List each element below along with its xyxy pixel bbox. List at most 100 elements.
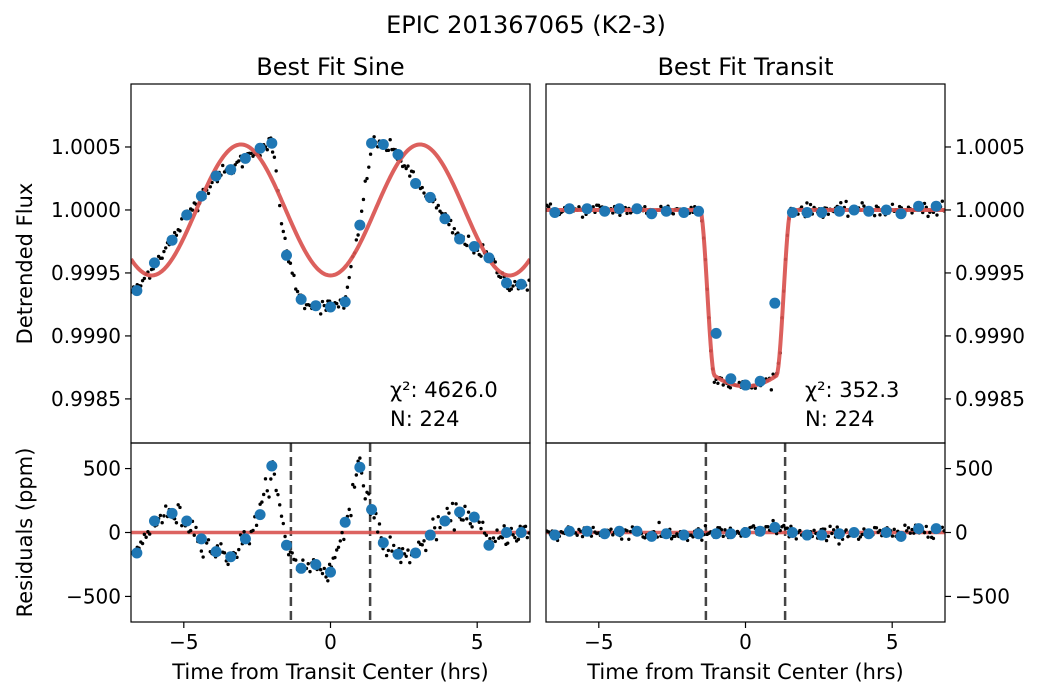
sine-flux-raw-point [349, 264, 353, 269]
transit-resid-raw-point [751, 524, 756, 528]
sine-flux-raw-point [279, 222, 284, 226]
transit-flux-raw-point [808, 202, 813, 207]
sine-resid-raw-point [516, 537, 521, 542]
transit-flux-raw-point [940, 199, 945, 203]
transit-resid-binned-point [725, 528, 737, 540]
sine-resid-raw-point [219, 542, 223, 546]
sine-flux-raw-point [302, 306, 307, 311]
sine-flux-raw-point [249, 151, 253, 156]
sine-resid-raw-point [188, 528, 193, 533]
transit-resid-binned-point [599, 528, 611, 540]
sine-resid-binned-point [468, 511, 480, 523]
sine-flux-binned-point [280, 249, 292, 261]
transit-flux-raw-point [548, 202, 553, 206]
sine-resid-raw-point [438, 525, 442, 530]
sine-resid-raw-point [338, 539, 342, 543]
sine-flux-binned-point [515, 278, 527, 290]
transit-flux-raw-points [546, 199, 945, 392]
sine-resid-raw-point [260, 500, 264, 504]
transit-flux-binned-point [563, 203, 575, 215]
sine-resid-raw-point [349, 513, 353, 518]
sine-resid-ytick-label: 500 [83, 457, 121, 481]
sine-flux-raw-point [164, 246, 168, 250]
sine-resid-raw-point [454, 502, 458, 506]
transit-resid-raw-point [798, 528, 802, 533]
sine-flux-raw-point [336, 305, 341, 309]
sine-resid-raw-point [281, 521, 285, 526]
sine-resid-ytick-label: 0 [108, 521, 121, 545]
transit-resid-binned-point [563, 525, 575, 537]
sine-resid-raw-point [192, 533, 196, 537]
sine-resid-binned-point [392, 548, 404, 560]
sine-resid-raw-point [306, 562, 310, 566]
transit-flux-raw-point [805, 201, 809, 205]
sine-resid-raw-point [452, 528, 456, 532]
sine-resid-binned-point [280, 539, 292, 551]
transit-resid-raw-point [858, 535, 863, 539]
sine-resid-raw-point [392, 543, 396, 548]
transit-resid-raw-point [721, 534, 725, 539]
transit-resid-raw-point [862, 527, 866, 531]
sine-flux-raw-point [278, 203, 282, 208]
sine-flux-raw-point [142, 276, 147, 281]
transit-flux-ytick-label: 1.0005 [955, 135, 1025, 159]
sine-flux-raw-point [292, 273, 296, 278]
sine-resid-raw-point [290, 551, 294, 555]
transit-resid-raw-point [830, 531, 834, 536]
transit-flux-raw-point [846, 214, 850, 218]
transit-resid-raw-point [824, 538, 829, 543]
transit-flux-binned-point [895, 208, 907, 220]
transit-flux-raw-point [611, 211, 615, 215]
transit-resid-binned-point [581, 525, 593, 537]
sine-flux-raw-point [356, 233, 360, 237]
sine-flux-raw-point [140, 278, 145, 283]
sine-resid-raw-point [340, 530, 344, 535]
sine-resid-binned-point [295, 562, 307, 574]
sine-resid-raw-point [465, 517, 469, 521]
sine-flux-binned-point [325, 301, 336, 313]
sine-resid-raw-point [470, 525, 474, 529]
sine-flux-chi2-annotation: χ²: 4626.0 [390, 378, 498, 402]
sine-flux-binned-point [339, 296, 351, 308]
transit-flux-binned-point [725, 373, 737, 385]
sine-resid-raw-point [278, 503, 282, 507]
sine-resid-raw-point [144, 535, 148, 539]
transit-resid-raw-point [910, 527, 914, 532]
sine-resid-raw-point [434, 538, 439, 542]
transit-flux-binned-point [693, 205, 705, 217]
sine-resid-raw-point [272, 472, 277, 476]
sine-resid-raw-point [488, 537, 492, 541]
sine-flux-raw-point [345, 285, 350, 289]
sine-flux-raw-point [359, 209, 364, 213]
sine-resid-raw-point [160, 521, 164, 525]
sine-resid-raw-point [424, 548, 428, 553]
sine-resid-binned-point [354, 461, 366, 473]
sine-resid-binned-point [131, 547, 143, 559]
sine-flux-binned-point [254, 142, 266, 154]
transit-resid-panel: −500 0 500 −5 0 5 Time from Transit Center (hr… [545, 442, 1010, 684]
transit-resid-binned-point [613, 525, 625, 537]
transit-resid-binned-point [895, 530, 907, 542]
sine-resid-raw-point [237, 547, 241, 552]
sine-flux-raw-point [466, 234, 471, 238]
transit-resid-binned-point [710, 528, 722, 540]
sine-flux-ytick-label: 0.9985 [51, 387, 121, 411]
transit-resid-raw-point [794, 537, 798, 541]
transit-flux-model-curve [546, 207, 945, 389]
sine-flux-binned-point [439, 213, 451, 225]
sine-flux-raw-point [525, 288, 530, 292]
sine-resid-raw-point [263, 477, 268, 481]
sine-resid-raw-point [269, 477, 273, 481]
transit-resid-binned-point [833, 528, 845, 540]
sine-flux-raw-point [172, 230, 177, 235]
sine-resid-binned-point [310, 558, 322, 570]
sine-resid-raw-point [447, 511, 451, 515]
transit-resid-raw-point [723, 528, 727, 532]
sine-resid-raw-point [176, 503, 180, 507]
transit-flux-ytick-label: 0.9995 [955, 261, 1025, 285]
sine-flux-raw-point [240, 165, 245, 169]
transit-resid-binned-point [678, 529, 690, 541]
sine-flux-raw-point [320, 299, 325, 304]
transit-resid-raw-point [922, 530, 927, 535]
sine-flux-raw-point [404, 166, 408, 171]
